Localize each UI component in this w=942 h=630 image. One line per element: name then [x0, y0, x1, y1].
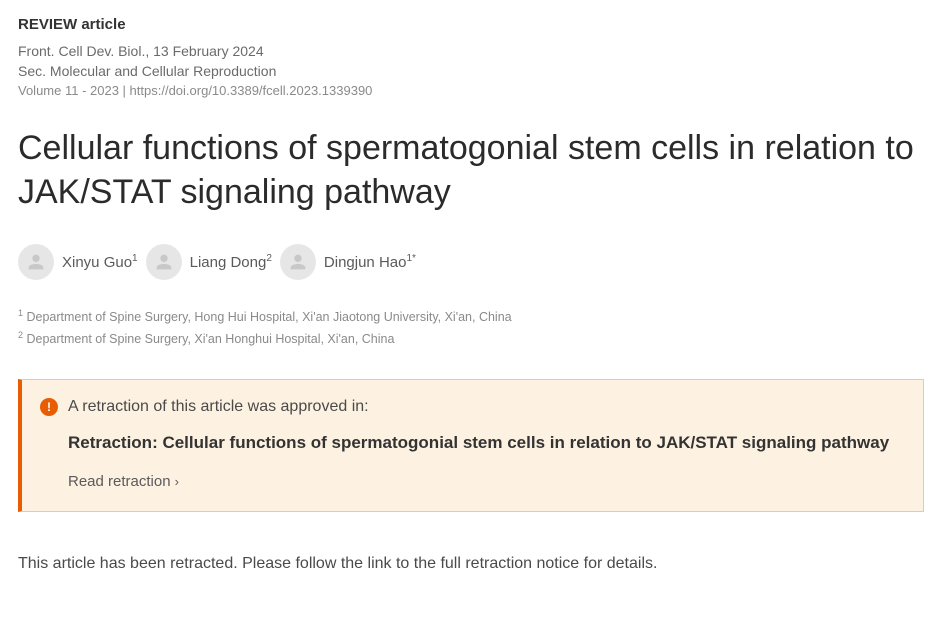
article-type-label: REVIEW article	[18, 16, 924, 33]
doi-link[interactable]: https://doi.org/10.3389/fcell.2023.13393…	[130, 83, 373, 98]
read-retraction-link[interactable]: Read retraction ›	[68, 473, 179, 490]
author-item[interactable]: Liang Dong2	[146, 244, 272, 280]
avatar-icon	[280, 244, 316, 280]
author-name: Dingjun Hao1*	[324, 253, 416, 271]
volume-text: Volume 11 - 2023 |	[18, 83, 130, 98]
journal-line: Front. Cell Dev. Biol., 13 February 2024	[18, 43, 924, 59]
alert-icon: !	[40, 398, 58, 416]
avatar-icon	[18, 244, 54, 280]
volume-doi-line: Volume 11 - 2023 | https://doi.org/10.33…	[18, 83, 924, 98]
retraction-intro-text: A retraction of this article was approve…	[68, 398, 369, 416]
affiliations: 1 Department of Spine Surgery, Hong Hui …	[18, 306, 924, 348]
retraction-notice-box: ! A retraction of this article was appro…	[18, 379, 924, 513]
chevron-right-icon: ›	[175, 474, 179, 489]
author-item[interactable]: Dingjun Hao1*	[280, 244, 416, 280]
authors-list: Xinyu Guo1 Liang Dong2 Dingjun Hao1*	[18, 244, 924, 280]
author-item[interactable]: Xinyu Guo1	[18, 244, 138, 280]
affiliation-line: 2 Department of Spine Surgery, Xi'an Hon…	[18, 328, 924, 349]
retraction-body-text: This article has been retracted. Please …	[18, 552, 924, 576]
author-name: Xinyu Guo1	[62, 253, 138, 271]
read-retraction-label: Read retraction	[68, 473, 171, 490]
author-name: Liang Dong2	[190, 253, 272, 271]
retraction-title: Retraction: Cellular functions of sperma…	[68, 430, 901, 456]
article-title: Cellular functions of spermatogonial ste…	[18, 126, 924, 214]
affiliation-line: 1 Department of Spine Surgery, Hong Hui …	[18, 306, 924, 327]
retraction-header: ! A retraction of this article was appro…	[40, 398, 901, 416]
section-line: Sec. Molecular and Cellular Reproduction	[18, 63, 924, 79]
avatar-icon	[146, 244, 182, 280]
